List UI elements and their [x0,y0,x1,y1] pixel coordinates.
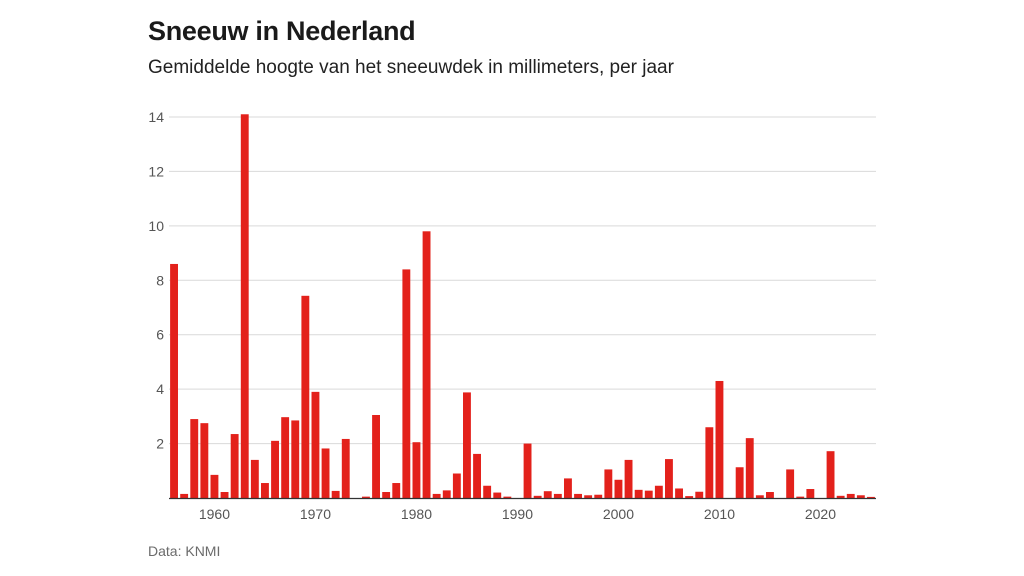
bar-2015 [766,492,774,498]
bar-1969 [301,295,310,498]
y-tick-label: 6 [156,327,164,343]
bar-1987 [483,485,492,498]
bar-1992 [533,495,542,498]
bar-2017 [786,469,795,498]
y-tick-label: 12 [148,163,164,179]
bar-1970 [311,391,320,498]
x-tick-label: 1990 [502,506,533,522]
bar-2019 [806,489,815,498]
bar-1989 [503,496,512,498]
bar-1959 [200,423,209,498]
bar-2025 [867,496,875,498]
bar-1972 [331,490,340,498]
bar-2012 [735,467,744,498]
x-axis-ticks: 1960 1970 1980 1990 2000 2010 2020 [199,506,836,522]
x-tick-label: 1980 [401,506,432,522]
data-source: Data: KNMI [148,543,221,559]
x-tick-label: 2000 [603,506,634,522]
bar-2007 [685,496,694,498]
bar-1984 [452,473,461,498]
x-tick-label: 1970 [300,506,331,522]
bar-1963 [240,114,249,498]
y-tick-label: 4 [156,381,164,397]
bar-1956 [170,263,178,498]
x-tick-label: 2010 [704,506,735,522]
bar-1957 [180,493,189,498]
bars [170,114,875,499]
bar-1999 [604,469,613,498]
bar-1993 [543,491,552,498]
bar-1998 [594,494,603,498]
bar-2003 [644,490,653,498]
bar-1991 [523,443,532,498]
bar-1973 [341,438,350,498]
bar-1968 [291,420,300,498]
bar-1965 [261,483,269,498]
bar-1986 [473,453,481,498]
x-tick-label: 1960 [199,506,230,522]
bar-1961 [220,492,229,498]
bar-1997 [584,495,593,498]
bar-2009 [705,427,714,498]
bar-1958 [190,419,199,498]
chart-subtitle: Gemiddelde hoogte van het sneeuwdek in m… [148,57,674,78]
bar-2014 [755,495,764,498]
bar-2001 [624,459,633,498]
bar-2008 [695,491,704,498]
bar-1983 [442,490,451,498]
y-tick-label: 2 [156,436,164,452]
bar-1994 [553,493,562,498]
bar-1975 [362,496,370,498]
bar-1971 [321,448,330,498]
y-tick-label: 8 [156,272,164,288]
bar-2018 [796,496,805,498]
bar-1981 [422,231,431,499]
bar-1982 [432,493,441,498]
bar-2004 [654,485,663,498]
bar-1960 [210,474,219,498]
bar-1985 [463,392,471,498]
gridlines [169,116,876,445]
bar-1962 [230,434,239,498]
bar-2023 [846,493,855,498]
bar-1979 [402,269,411,498]
bar-1996 [574,493,582,498]
bar-1980 [412,442,421,498]
bar-2010 [715,380,724,498]
bar-2022 [836,495,845,498]
bar-2024 [856,495,865,498]
bar-1966 [271,440,279,498]
bar-2005 [665,459,673,498]
y-axis-ticks: 2 4 6 8 10 12 14 [148,109,164,452]
bar-1978 [392,483,401,498]
bar-2013 [745,438,754,498]
bar-2002 [634,489,643,498]
bar-2021 [826,451,835,498]
x-tick-label: 2020 [805,506,836,522]
bar-1976 [372,415,380,498]
chart-title: Sneeuw in Nederland [148,16,416,46]
bar-1964 [250,459,259,498]
bar-2000 [614,479,623,498]
bar-1967 [281,417,290,498]
bar-2006 [675,488,683,498]
y-tick-label: 14 [148,109,164,125]
bar-1988 [493,492,502,498]
bar-1977 [382,492,391,498]
bar-1995 [564,478,572,498]
y-tick-label: 10 [148,218,164,234]
